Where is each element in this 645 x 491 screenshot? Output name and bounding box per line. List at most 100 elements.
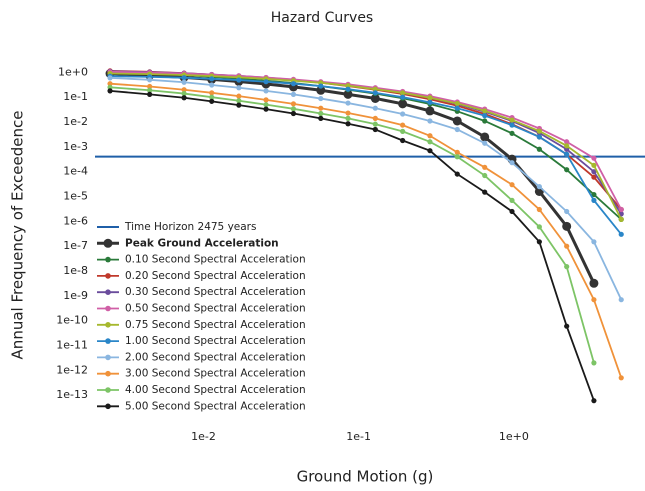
legend-marker [103,238,113,248]
data-point [454,100,460,107]
data-point [345,115,351,121]
data-point [482,113,488,119]
data-point [591,155,597,161]
data-point [400,137,406,144]
x-axis-label: Ground Motion (g) [297,468,434,486]
legend-label: 0.20 Second Spectral Acceleration [125,270,306,282]
data-point [591,398,597,404]
legend-label: Peak Ground Acceleration [125,237,279,249]
data-point [345,121,351,127]
data-point [509,208,515,215]
series-line [109,72,596,284]
data-point [318,105,324,111]
legend-label: 5.00 Second Spectral Acceleration [125,400,306,412]
data-point [536,239,542,245]
legend-marker [105,403,111,410]
data-point [591,360,597,366]
legend-label: 0.10 Second Spectral Acceleration [125,254,306,266]
y-axis-label: Annual Frequency of Exceedence [9,111,27,360]
data-point [618,375,624,381]
data-point [564,139,570,145]
data-point [318,95,324,102]
data-point [427,99,433,105]
data-point [536,128,542,134]
data-point [398,99,408,109]
legend-label: 3.00 Second Spectral Acceleration [125,368,306,380]
data-point [372,121,378,127]
data-point [400,90,406,96]
data-point [589,278,599,288]
data-point [564,143,570,149]
chart-title: Hazard Curves [271,10,373,26]
data-point [482,118,488,124]
data-point [564,243,570,249]
data-point [209,76,215,82]
data-point [400,122,406,128]
data-point [290,91,297,97]
legend-marker [105,387,111,393]
data-point [536,224,542,230]
y-tick-label: 1e-5 [63,190,88,203]
data-point [482,189,488,195]
data-point [454,105,460,111]
data-point [345,100,351,106]
data-point [400,128,406,134]
y-tick-label: 1e-8 [63,264,88,277]
data-point [263,97,269,103]
data-point [591,162,597,168]
data-point [564,323,570,329]
legend-marker [105,256,111,263]
data-point [454,126,460,133]
data-point [318,110,324,117]
data-point [591,191,597,198]
data-point [427,133,433,139]
data-point [591,297,597,303]
data-point [372,115,378,121]
y-tick-label: 1e-7 [63,239,88,252]
data-point [618,206,624,213]
data-point [509,122,515,128]
data-point [536,146,542,152]
y-tick-label: 1e-13 [56,388,88,401]
data-point [236,102,242,108]
data-point [290,101,297,107]
data-point [209,94,215,100]
data-point [482,172,488,179]
data-point [290,81,297,87]
data-point [452,116,462,126]
legend-marker [105,338,111,344]
series-line [109,76,623,301]
data-point [372,105,378,111]
data-point [209,90,215,96]
data-point [564,264,570,270]
legend-label: Time Horizon 2475 years [124,221,256,233]
legend-label: 0.50 Second Spectral Acceleration [125,303,306,315]
data-point [536,184,542,190]
data-point [263,102,269,108]
data-point [209,82,215,88]
legend-marker [105,370,111,377]
data-point [290,106,297,112]
data-point [318,115,324,121]
data-point [536,206,542,213]
y-tick-label: 1e-6 [63,214,88,227]
data-point [345,110,351,116]
data-point [482,140,488,146]
legend-label: 0.30 Second Spectral Acceleration [125,286,306,298]
x-tick-label: 1e-1 [346,430,371,443]
data-point [591,174,597,180]
data-point [181,87,187,93]
y-tick-label: 1e-12 [56,363,88,376]
data-point [509,182,515,188]
data-point [263,106,269,112]
data-point [509,160,515,166]
legend-label: 4.00 Second Spectral Acceleration [125,384,306,396]
y-tick-label: 1e-9 [63,289,88,302]
data-point [147,91,153,97]
legend-label: 1.00 Second Spectral Acceleration [125,335,306,347]
y-tick-label: 1e-1 [63,90,88,103]
data-point [482,164,488,170]
x-tick-label: 1e-2 [191,430,216,443]
x-tick-label: 1e+0 [499,430,529,443]
